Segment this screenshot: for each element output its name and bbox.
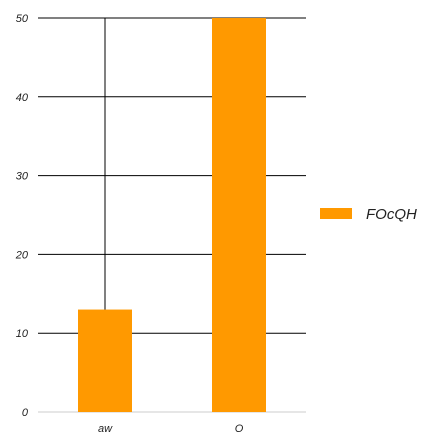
- bars: [78, 18, 266, 412]
- legend-swatch: [320, 208, 352, 219]
- y-axis-tick-labels: 0 10 20 30 40 50: [15, 13, 29, 419]
- x-tick-label: aw: [98, 423, 113, 435]
- x-axis-tick-labels: aw O: [98, 423, 244, 435]
- bar-aw: [78, 310, 132, 412]
- legend: FOcQH: [320, 206, 417, 223]
- y-tick-label: 30: [16, 171, 29, 183]
- y-tick-label: 20: [15, 249, 29, 261]
- bar-O: [212, 18, 266, 412]
- y-tick-label: 10: [16, 328, 29, 340]
- y-tick-label: 40: [16, 92, 29, 104]
- legend-label: FOcQH: [366, 206, 417, 223]
- x-tick-label: O: [235, 423, 244, 435]
- y-tick-label: 0: [22, 407, 29, 419]
- y-tick-label: 50: [16, 13, 29, 25]
